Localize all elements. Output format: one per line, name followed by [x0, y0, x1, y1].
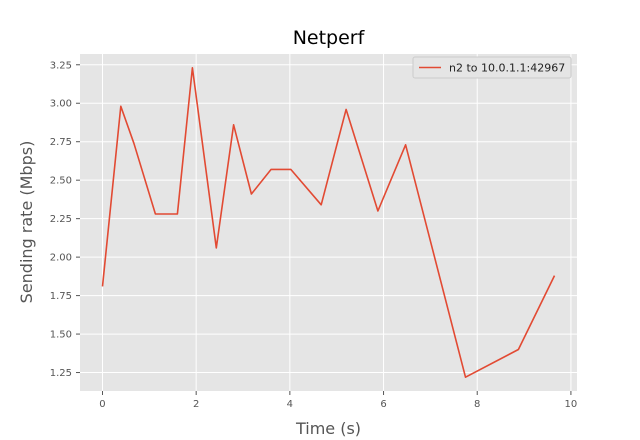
x-tick-label: 0 [99, 399, 105, 410]
legend-box [412, 56, 572, 79]
y-tick-label: 2.00 [50, 253, 72, 264]
y-tick-label: 1.50 [50, 330, 72, 341]
x-axis-ticks: 0 2 4 6 8 10 [99, 391, 577, 410]
y-tick-label: 2.25 [50, 214, 72, 225]
x-tick-label: 2 [193, 399, 199, 410]
y-tick-label: 2.50 [50, 176, 72, 187]
series-layer [101, 67, 556, 379]
series-line-n2 [101, 67, 556, 379]
grid-lines [80, 54, 577, 391]
x-tick-label: 4 [287, 399, 293, 410]
y-tick-label: 2.75 [50, 137, 72, 148]
y-tick-label: 3.00 [50, 99, 72, 110]
y-axis-label: Sending rate (Mbps) [17, 141, 36, 304]
legend-label-n2: n2 to 10.0.1.1:42967 [449, 62, 565, 75]
y-tick-label: 3.25 [50, 60, 72, 71]
y-tick-label: 1.25 [50, 368, 72, 379]
chart-title: Netperf [293, 27, 366, 49]
x-tick-label: 10 [565, 399, 578, 410]
x-tick-label: 6 [380, 399, 386, 410]
plot-background [80, 54, 577, 391]
x-tick-label: 8 [474, 399, 480, 410]
y-axis-ticks: 1.25 1.50 1.75 2.00 2.25 2.50 2.75 3.00 3.25 [50, 60, 80, 379]
y-tick-label: 1.75 [50, 291, 72, 302]
legend: n2 to 10.0.1.1:42967 [412, 56, 572, 79]
x-axis-label: Time (s) [295, 419, 361, 438]
